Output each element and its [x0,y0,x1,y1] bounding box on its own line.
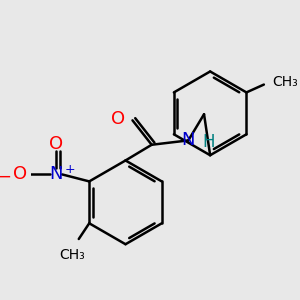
Text: H: H [202,133,215,151]
Text: CH₃: CH₃ [59,248,85,262]
Text: −: − [0,168,11,186]
Text: CH₃: CH₃ [273,75,298,89]
Text: O: O [13,165,27,183]
Text: +: + [65,163,75,176]
Text: N: N [182,131,195,149]
Text: O: O [49,135,63,153]
Text: N: N [49,165,63,183]
Text: O: O [111,110,125,128]
